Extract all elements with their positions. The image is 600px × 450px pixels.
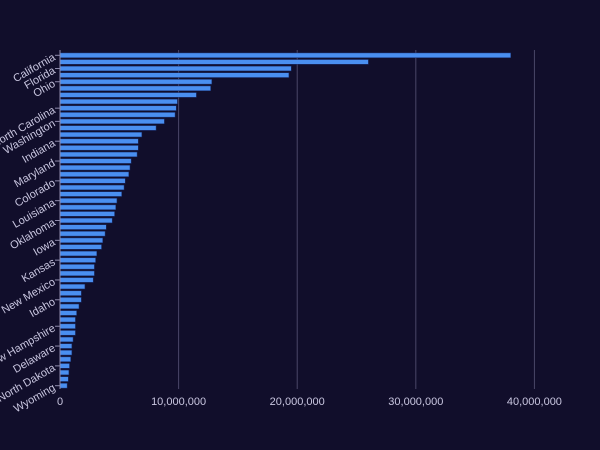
bar xyxy=(59,158,132,164)
bar xyxy=(59,217,113,224)
bar xyxy=(59,257,96,263)
bar xyxy=(59,231,106,237)
bar xyxy=(59,270,95,276)
bar xyxy=(59,52,511,58)
x-tick-label: 30,000,000 xyxy=(388,396,443,408)
bar xyxy=(59,310,77,316)
bar xyxy=(59,191,122,197)
bar xyxy=(59,343,73,349)
bar xyxy=(59,85,211,91)
x-tick-label: 0 xyxy=(57,396,63,408)
x-tick-label: 10,000,000 xyxy=(151,396,206,408)
bar xyxy=(59,297,82,303)
bar xyxy=(59,237,103,243)
bar xyxy=(59,59,369,65)
bar xyxy=(59,98,178,105)
bar xyxy=(59,283,86,290)
bar xyxy=(59,350,73,356)
bar xyxy=(59,171,130,177)
bar xyxy=(59,250,98,257)
x-tick-label: 40,000,000 xyxy=(507,396,562,408)
bar xyxy=(59,138,139,144)
bar xyxy=(59,79,213,85)
bar xyxy=(59,184,125,191)
bar xyxy=(59,211,115,217)
bar xyxy=(59,92,197,98)
bar xyxy=(59,131,143,138)
bar xyxy=(59,363,70,369)
bar xyxy=(59,383,68,389)
bar xyxy=(59,376,69,382)
bar xyxy=(59,264,95,270)
bar xyxy=(59,178,126,184)
bar xyxy=(59,244,102,250)
bar xyxy=(59,145,139,151)
bar xyxy=(59,118,165,125)
bar xyxy=(59,105,177,111)
bar xyxy=(59,224,107,230)
bar xyxy=(59,198,118,204)
bar xyxy=(59,151,138,158)
bar xyxy=(59,336,74,343)
bar xyxy=(59,369,70,376)
bar xyxy=(59,204,116,210)
bar xyxy=(59,112,176,118)
bar xyxy=(59,330,76,336)
bar xyxy=(59,290,82,296)
x-tick-label: 20,000,000 xyxy=(270,396,325,408)
bar xyxy=(59,65,292,72)
bar xyxy=(59,356,71,362)
grid-layer xyxy=(178,50,535,389)
axis-layer xyxy=(55,50,61,389)
bar xyxy=(59,303,80,310)
bar xyxy=(59,316,76,323)
bar xyxy=(59,323,76,329)
bar xyxy=(59,125,157,131)
bar xyxy=(59,72,290,78)
bar xyxy=(59,277,94,283)
bar xyxy=(59,165,131,171)
